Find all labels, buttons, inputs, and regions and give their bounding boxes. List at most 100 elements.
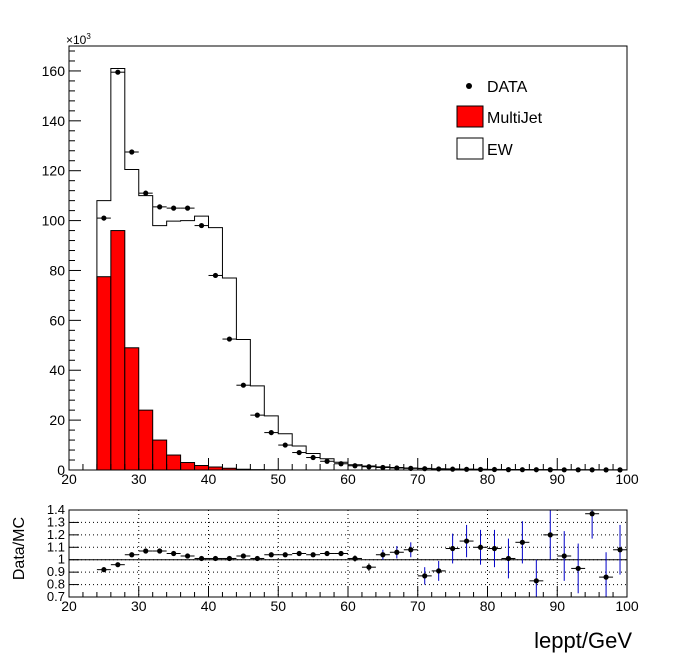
ratio-point: [157, 548, 163, 554]
data-point: [450, 466, 456, 472]
ratio-x-tick-label: 90: [549, 598, 565, 614]
y-tick-label: 100: [42, 213, 66, 229]
multijet-bar: [180, 462, 196, 471]
ratio-point: [171, 550, 177, 557]
ratio-point: [324, 550, 330, 557]
ratio-y-tick-label: 1: [58, 552, 65, 567]
legend: DATA MultiJet EW: [456, 79, 543, 160]
data-point: [171, 205, 177, 211]
ratio-point: [575, 565, 581, 572]
multijet-bar: [110, 230, 126, 471]
ratio-x-tick-label: 60: [340, 598, 356, 614]
data-point: [463, 466, 470, 472]
x-tick-label: 90: [549, 471, 565, 487]
ratio-x-tick-label: 20: [61, 598, 77, 614]
ratio-point: [268, 552, 274, 558]
ratio-y-tick-label: 1.4: [47, 502, 65, 517]
x-tick-label: 100: [615, 471, 639, 487]
legend-label-data: DATA: [487, 79, 528, 96]
ratio-point: [408, 547, 414, 553]
data-point: [101, 215, 107, 221]
data-point: [157, 204, 163, 210]
ratio-x-tick-label: 70: [410, 598, 426, 614]
multijet-bar: [194, 465, 210, 471]
x-tick-label: 80: [480, 471, 496, 487]
multijet-bar: [96, 276, 112, 471]
ratio-point: [338, 550, 344, 557]
multijet-bar: [138, 409, 154, 471]
ratio-point: [547, 532, 553, 538]
y-tick-label: 120: [42, 163, 66, 179]
data-point: [129, 149, 135, 155]
ratio-point: [561, 553, 567, 559]
ratio-y-tick-label: 1.1: [47, 539, 65, 554]
data-point: [310, 454, 316, 461]
ratio-x-tick-label: 80: [480, 598, 496, 614]
data-point: [380, 464, 386, 471]
ratio-point: [477, 544, 484, 550]
ratio-point: [603, 574, 609, 580]
ratio-point: [463, 538, 470, 544]
data-point: [352, 463, 358, 469]
ratio-point: [436, 568, 442, 574]
x-axis-label: leppt/GeV: [534, 628, 632, 653]
legend-data-marker: [466, 83, 472, 89]
y-tick-label: 0: [57, 462, 65, 478]
legend-ew-swatch: [456, 137, 484, 160]
ratio-y-tick-label: 1.3: [47, 514, 65, 529]
ratio-point: [422, 573, 428, 579]
ratio-point: [282, 552, 288, 558]
ratio-x-tick-label: 50: [270, 598, 286, 614]
ratio-point: [491, 545, 498, 552]
y-tick-label: 60: [49, 312, 65, 328]
ratio-point: [310, 552, 316, 558]
data-point: [366, 464, 372, 470]
x-tick-label: 20: [61, 471, 77, 487]
multijet-bar: [166, 454, 182, 471]
data-point: [143, 190, 149, 196]
ratio-point: [184, 553, 191, 559]
x-tick-label: 70: [410, 471, 426, 487]
ratio-y-tick-label: 1.2: [47, 527, 65, 542]
data-point: [226, 336, 233, 342]
ratio-point: [589, 511, 595, 517]
ratio-point: [198, 555, 205, 562]
ratio-point: [394, 549, 400, 555]
ratio-point: [296, 550, 302, 557]
ratio-y-tick-label: 0.8: [47, 577, 65, 592]
x-tick-label: 60: [340, 471, 356, 487]
data-point: [324, 458, 330, 464]
ratio-point: [240, 553, 246, 559]
multijet-bar: [124, 347, 140, 471]
x-tick-label: 40: [201, 471, 217, 487]
ratio-x-tick-label: 30: [131, 598, 147, 614]
x-tick-label: 50: [270, 471, 286, 487]
y-tick-label: 40: [49, 362, 65, 378]
ratio-point: [352, 555, 358, 562]
ratio-point: [254, 555, 260, 562]
ratio-point: [129, 552, 135, 558]
ratio-point: [366, 564, 372, 570]
y-tick-label: 80: [49, 262, 65, 278]
ratio-point: [101, 567, 107, 573]
y-axis-multiplier: ×103: [66, 32, 91, 47]
ratio-point: [115, 562, 121, 568]
ratio-x-tick-label: 100: [615, 598, 639, 614]
data-point: [338, 461, 344, 467]
y-tick-label: 160: [42, 63, 66, 79]
data-point: [198, 222, 205, 229]
data-point: [115, 69, 121, 75]
multijet-bar: [152, 439, 168, 471]
ratio-point: [226, 555, 233, 562]
legend-multijet-swatch: [456, 105, 484, 128]
ratio-y-tick-label: 0.7: [47, 589, 65, 604]
data-point: [268, 429, 274, 436]
ratio-pad: 20 30 40 50 60 70 80 90 100 0.70.80.911.11.21.31…: [11, 502, 639, 653]
data-point: [212, 272, 219, 279]
y-tick-label: 140: [42, 113, 66, 129]
data-point: [477, 466, 484, 473]
x-tick-label: 30: [131, 471, 147, 487]
ratio-point: [212, 555, 219, 562]
data-point: [282, 442, 288, 448]
